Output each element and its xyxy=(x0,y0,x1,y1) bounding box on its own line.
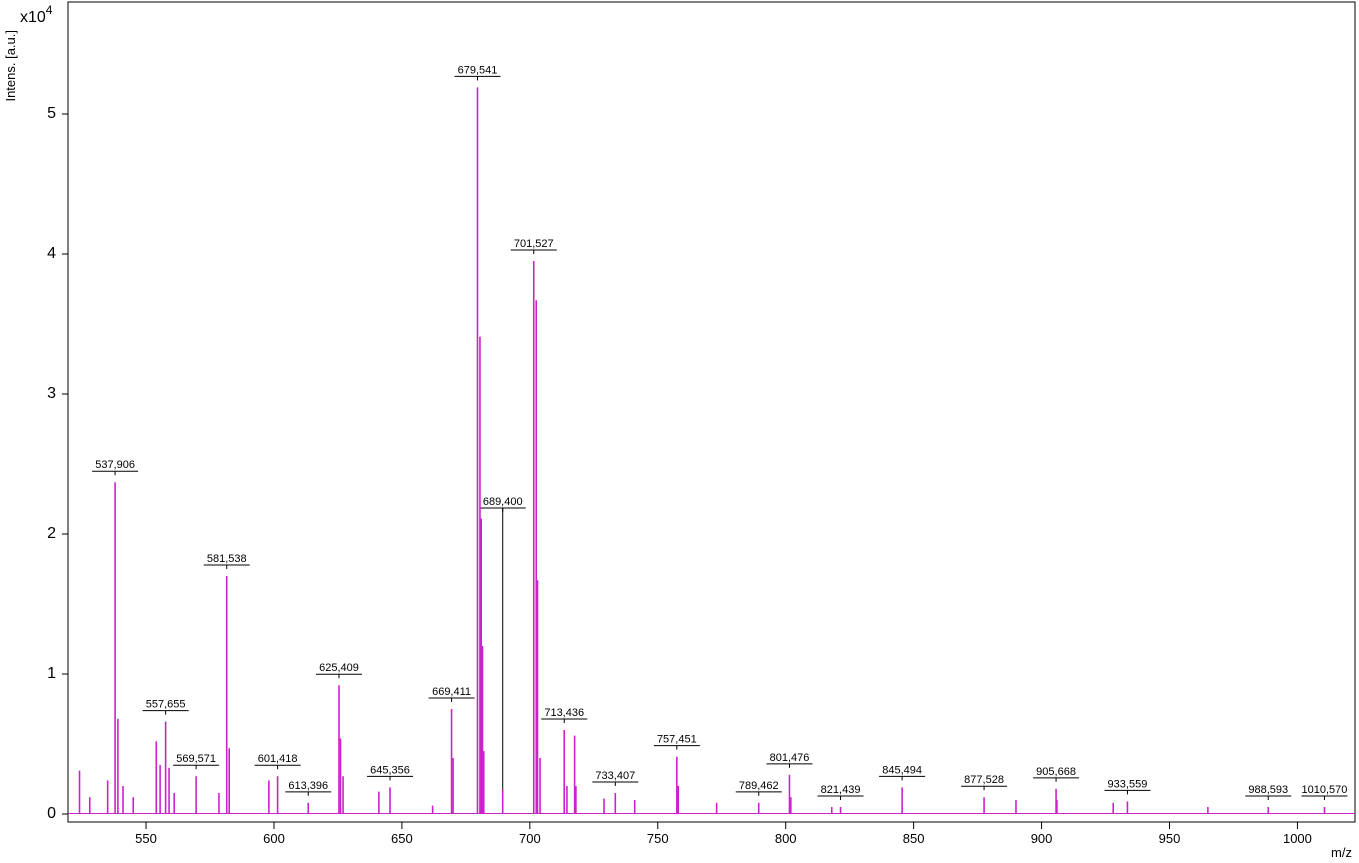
y-tick-label: 1 xyxy=(47,665,56,682)
peak-label: 569,571 xyxy=(176,753,216,765)
y-multiplier-exponent: 4 xyxy=(46,3,53,17)
peak-label: 933,559 xyxy=(1108,778,1148,790)
peak-label: 669,411 xyxy=(432,686,471,698)
peak-label: 581,538 xyxy=(207,553,247,565)
peak-label: 757,451 xyxy=(657,734,697,746)
x-tick-label: 850 xyxy=(903,831,925,846)
peak-label: 988,593 xyxy=(1248,784,1288,796)
x-tick-label: 800 xyxy=(775,831,797,846)
peak-label: 733,407 xyxy=(595,770,635,782)
peak-label: 905,668 xyxy=(1036,766,1076,778)
peak-label: 557,655 xyxy=(146,699,186,711)
peak-label: 701,527 xyxy=(514,238,554,250)
x-tick-label: 950 xyxy=(1159,831,1181,846)
peak-label: 537,906 xyxy=(95,459,135,471)
x-tick-label: 600 xyxy=(263,831,285,846)
peak-label: 821,439 xyxy=(821,784,861,796)
x-tick-label: 550 xyxy=(135,831,157,846)
peak-label: 679,541 xyxy=(458,64,498,76)
x-tick-label: 750 xyxy=(647,831,669,846)
y-multiplier: x104 xyxy=(20,3,53,26)
peak-label: 689,400 xyxy=(483,496,523,508)
x-axis-label: m/z xyxy=(1331,845,1352,860)
peak-label: 845,494 xyxy=(882,764,922,776)
peak-label: 789,462 xyxy=(739,780,779,792)
peak-label: 625,409 xyxy=(319,662,359,674)
y-tick-label: 3 xyxy=(47,385,56,402)
x-tick-label: 900 xyxy=(1031,831,1053,846)
y-axis-label: Intens. [a.u.] xyxy=(3,30,18,102)
peak-label: 601,418 xyxy=(258,753,298,765)
peak-label: 713,436 xyxy=(544,707,584,719)
peak-label: 801,476 xyxy=(770,752,810,764)
y-tick-label: 4 xyxy=(47,245,56,262)
y-multiplier-base: x10 xyxy=(20,9,46,26)
plot-frame xyxy=(67,1,1356,823)
y-tick-label: 0 xyxy=(47,805,56,822)
peak-label: 613,396 xyxy=(288,780,328,792)
peak-label: 877,528 xyxy=(964,774,1004,786)
y-tick-label: 5 xyxy=(47,105,56,122)
x-tick-label: 1000 xyxy=(1283,831,1312,846)
x-tick-label: 650 xyxy=(391,831,413,846)
peak-label: 1010,570 xyxy=(1302,784,1348,796)
x-tick-label: 700 xyxy=(519,831,541,846)
peak-label: 645,356 xyxy=(370,764,410,776)
y-tick-label: 2 xyxy=(47,525,56,542)
